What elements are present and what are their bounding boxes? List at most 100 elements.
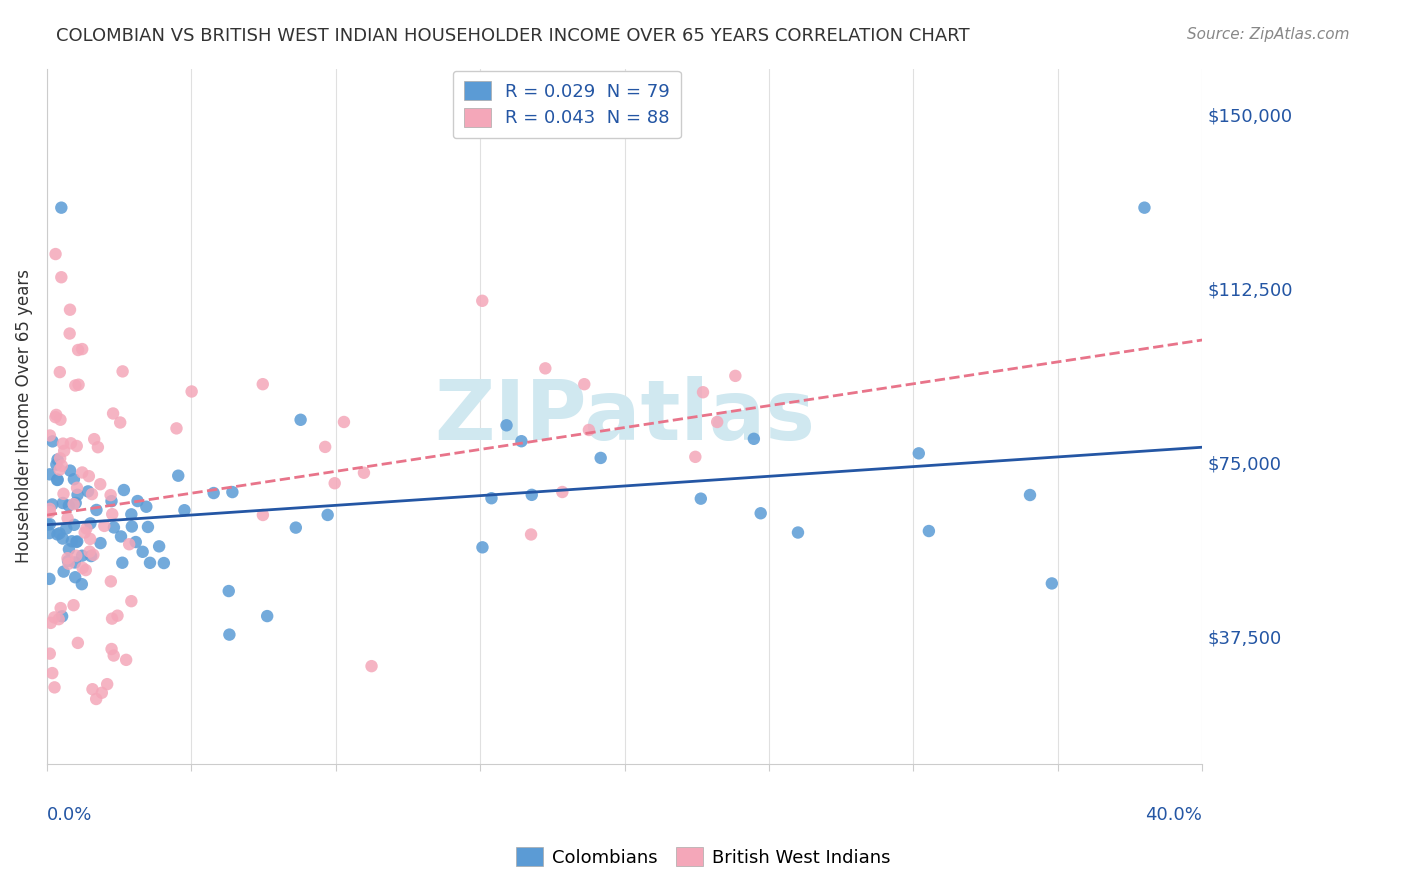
Point [59,436,82,450]
Point [90,686,112,700]
Point [45,408,67,422]
Point [38,517,60,532]
Point [353,466,375,480]
Point [314,440,336,454]
Point [56,511,79,525]
Point [38,572,60,586]
Point [787,525,810,540]
Point [49,601,72,615]
Point [82,682,104,697]
Point [45,247,67,261]
Point [44,410,66,425]
Point [52,532,75,546]
Point [56,554,79,568]
Point [48,463,70,477]
Point [66,439,89,453]
Point [131,545,153,559]
Legend: Colombians, British West Indians: Colombians, British West Indians [509,840,897,874]
Text: COLOMBIAN VS BRITISH WEST INDIAN HOUSEHOLDER INCOME OVER 65 YEARS CORRELATION CH: COLOMBIAN VS BRITISH WEST INDIAN HOUSEHO… [56,27,970,45]
Point [58,499,80,513]
Point [534,361,557,376]
Point [51,270,73,285]
Point [75,563,97,577]
Point [574,377,596,392]
Point [65,378,87,392]
Point [38,647,60,661]
Text: Source: ZipAtlas.com: Source: ZipAtlas.com [1187,27,1350,42]
Point [918,524,941,538]
Point [589,450,612,465]
Point [63,556,86,570]
Point [59,464,82,478]
Point [46,527,69,541]
Point [256,609,278,624]
Point [67,343,90,357]
Point [101,407,124,421]
Point [80,487,103,501]
Legend: R = 0.029  N = 79, R = 0.043  N = 88: R = 0.029 N = 79, R = 0.043 N = 88 [453,70,681,138]
Point [37,517,59,532]
Point [51,609,73,624]
Point [79,516,101,531]
Point [44,681,66,695]
Point [39,615,62,630]
Point [284,520,307,534]
Point [101,612,124,626]
Point [53,443,76,458]
Point [79,544,101,558]
Point [135,500,157,514]
Point [51,458,73,473]
Point [127,494,149,508]
Point [153,556,176,570]
Point [89,536,111,550]
Point [83,432,105,446]
Point [77,484,100,499]
Point [148,539,170,553]
Point [166,421,188,435]
Point [103,648,125,663]
Point [52,496,75,510]
Point [100,574,122,589]
Point [125,535,148,549]
Point [471,293,494,308]
Point [38,505,60,519]
Point [58,557,80,571]
Point [70,577,93,591]
Point [41,434,63,449]
Point [63,472,86,486]
Text: 0.0%: 0.0% [46,806,93,824]
Point [689,491,711,506]
Point [80,549,103,563]
Point [38,428,60,442]
Point [360,659,382,673]
Point [724,368,747,383]
Point [118,537,141,551]
Point [167,468,190,483]
Point [96,677,118,691]
Point [65,496,87,510]
Point [323,476,346,491]
Point [45,458,67,472]
Point [73,525,96,540]
Point [86,503,108,517]
Point [907,446,929,460]
Point [79,532,101,546]
Point [84,692,107,706]
Point [1019,488,1042,502]
Point [70,549,93,563]
Point [46,452,69,467]
Point [685,450,707,464]
Point [103,520,125,534]
Point [65,570,87,584]
Point [1133,201,1156,215]
Point [252,377,274,392]
Text: 40.0%: 40.0% [1146,806,1202,824]
Point [111,364,134,378]
Point [38,502,60,516]
Text: ZIPatlas: ZIPatlas [434,376,815,457]
Point [41,498,63,512]
Point [70,466,93,480]
Point [551,485,574,500]
Point [75,521,97,535]
Point [520,488,543,502]
